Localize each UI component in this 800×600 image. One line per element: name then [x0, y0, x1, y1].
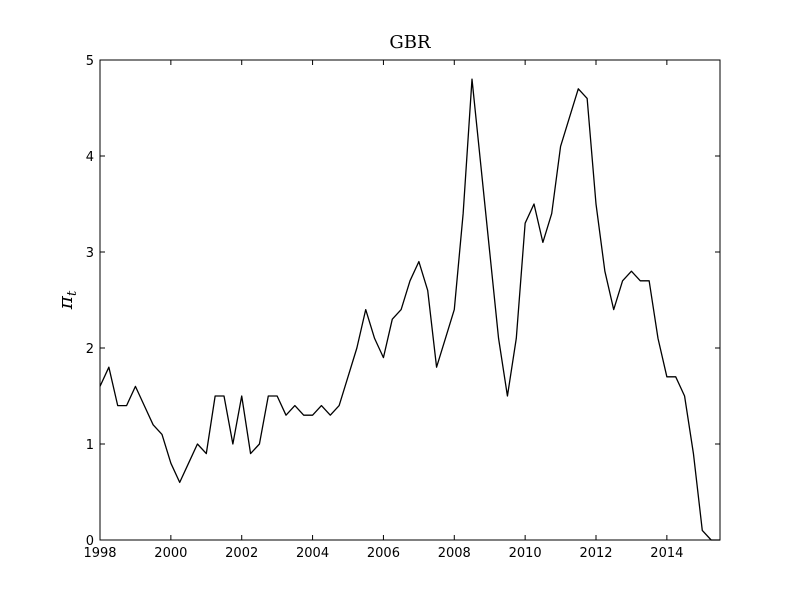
x-tick-label: 2008 — [438, 546, 471, 561]
x-tick-label: 1998 — [83, 546, 116, 561]
x-tick-label: 2004 — [296, 546, 329, 561]
plot-frame — [99, 59, 721, 541]
y-axis-label-symbol: π — [53, 295, 77, 310]
y-tick-label: 2 — [86, 342, 94, 357]
y-axis-label: πt — [53, 290, 80, 310]
axis-ticks: 1998 2000 2002 2004 2006 2008 2010 2012 2014 0 1 2 3… — [83, 54, 720, 561]
y-tick-label: 1 — [86, 438, 94, 453]
series-line-0 — [99, 78, 720, 541]
x-tick-label: 2006 — [367, 546, 400, 561]
plot-area — [99, 78, 720, 541]
x-tick-label: 2000 — [154, 546, 187, 561]
y-tick-label: 0 — [86, 534, 94, 549]
y-tick-label: 5 — [86, 54, 94, 69]
chart-title: GBR — [389, 32, 431, 53]
x-tick-label: 2002 — [225, 546, 258, 561]
x-tick-label: 2012 — [579, 546, 612, 561]
x-tick-label: 2014 — [650, 546, 683, 561]
x-tick-label: 2010 — [509, 546, 542, 561]
y-axis-label-subscript: t — [65, 290, 80, 296]
y-tick-label: 3 — [86, 246, 94, 261]
y-tick-label: 4 — [86, 150, 94, 165]
